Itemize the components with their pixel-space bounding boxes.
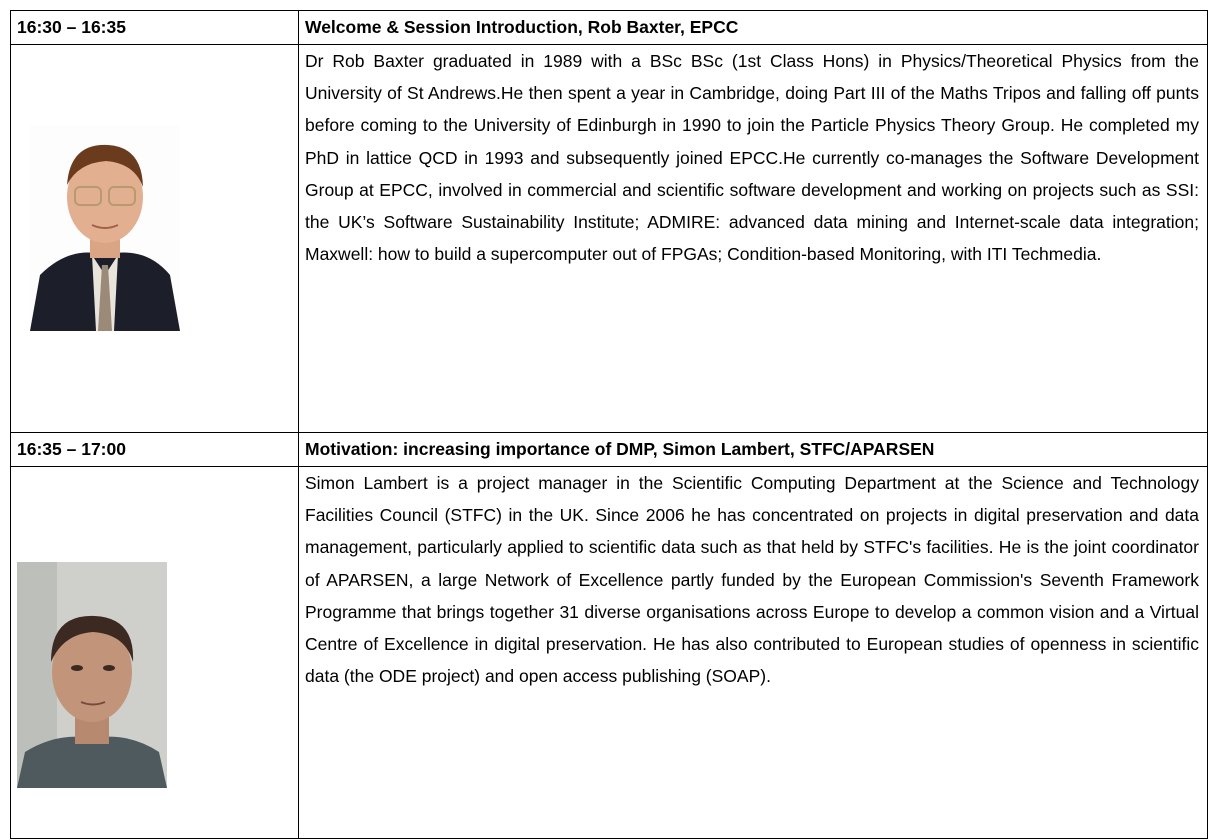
speaker-bio: Dr Rob Baxter graduated in 1989 with a B…: [298, 44, 1208, 433]
session-title: Welcome & Session Introduction, Rob Baxt…: [298, 10, 1208, 45]
photo-cell: [10, 466, 299, 839]
session-header: 16:30 – 16:35 Welcome & Session Introduc…: [10, 10, 1208, 45]
speaker-bio: Simon Lambert is a project manager in th…: [298, 466, 1208, 839]
programme-table: 16:30 – 16:35 Welcome & Session Introduc…: [10, 10, 1208, 839]
session-header: 16:35 – 17:00 Motivation: increasing imp…: [10, 432, 1208, 467]
session-detail: Dr Rob Baxter graduated in 1989 with a B…: [10, 44, 1208, 433]
session-detail: Simon Lambert is a project manager in th…: [10, 466, 1208, 839]
session-time: 16:30 – 16:35: [10, 10, 299, 45]
session-time: 16:35 – 17:00: [10, 432, 299, 467]
speaker-photo: [30, 125, 180, 331]
photo-cell: [10, 44, 299, 433]
speaker-photo: [17, 562, 167, 788]
session-title: Motivation: increasing importance of DMP…: [298, 432, 1208, 467]
